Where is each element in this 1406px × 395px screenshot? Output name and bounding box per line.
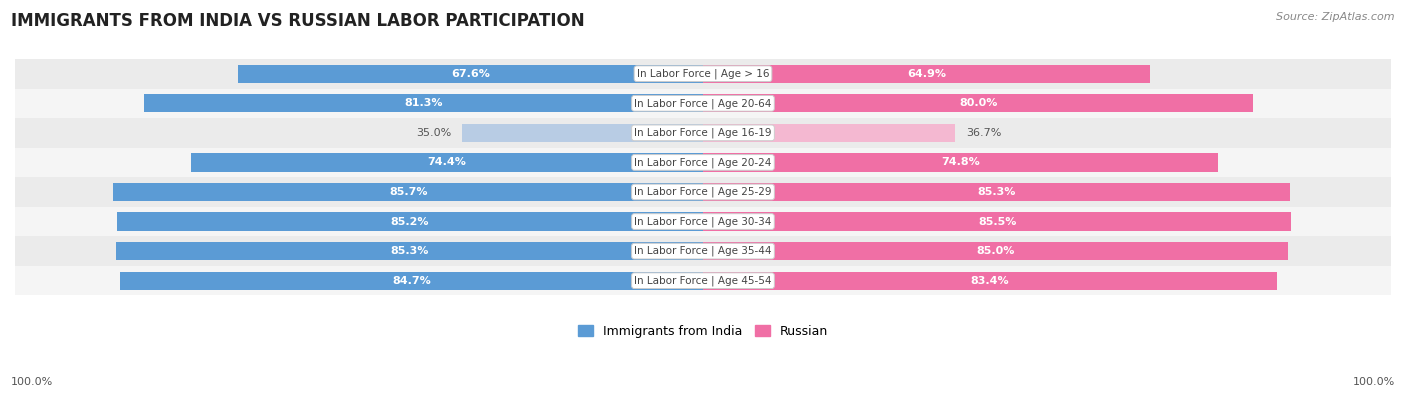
Bar [463,124,703,142]
Bar [143,94,703,113]
Bar [0,88,1406,118]
Text: 74.4%: 74.4% [427,158,467,167]
Bar [114,183,703,201]
Bar [703,213,1291,231]
Text: 64.9%: 64.9% [907,69,946,79]
Text: In Labor Force | Age 16-19: In Labor Force | Age 16-19 [634,128,772,138]
Text: In Labor Force | Age 25-29: In Labor Force | Age 25-29 [634,187,772,197]
Text: IMMIGRANTS FROM INDIA VS RUSSIAN LABOR PARTICIPATION: IMMIGRANTS FROM INDIA VS RUSSIAN LABOR P… [11,12,585,30]
Text: In Labor Force | Age 45-54: In Labor Force | Age 45-54 [634,275,772,286]
Text: 100.0%: 100.0% [11,377,53,387]
Text: 85.7%: 85.7% [389,187,427,197]
Bar [238,64,703,83]
Bar [703,183,1289,201]
Text: In Labor Force | Age 20-64: In Labor Force | Age 20-64 [634,98,772,109]
Text: 85.2%: 85.2% [391,216,429,227]
Bar [0,148,1406,177]
Text: In Labor Force | Age 20-24: In Labor Force | Age 20-24 [634,157,772,167]
Text: 74.8%: 74.8% [941,158,980,167]
Text: In Labor Force | Age > 16: In Labor Force | Age > 16 [637,68,769,79]
Text: 81.3%: 81.3% [404,98,443,108]
Bar [703,271,1277,290]
Text: In Labor Force | Age 35-44: In Labor Force | Age 35-44 [634,246,772,256]
Bar [117,213,703,231]
Text: 85.3%: 85.3% [977,187,1015,197]
Bar [0,207,1406,236]
Bar [191,153,703,171]
Bar [0,266,1406,295]
Text: 83.4%: 83.4% [970,276,1010,286]
Text: In Labor Force | Age 30-34: In Labor Force | Age 30-34 [634,216,772,227]
Bar [703,124,956,142]
Bar [0,118,1406,148]
Bar [117,242,703,260]
Bar [0,177,1406,207]
Text: 80.0%: 80.0% [959,98,997,108]
Bar [703,94,1253,113]
Bar [121,271,703,290]
Text: 85.0%: 85.0% [976,246,1015,256]
Text: 35.0%: 35.0% [416,128,451,138]
Text: 100.0%: 100.0% [1353,377,1395,387]
Text: Source: ZipAtlas.com: Source: ZipAtlas.com [1277,12,1395,22]
Legend: Immigrants from India, Russian: Immigrants from India, Russian [578,325,828,338]
Bar [0,59,1406,88]
Bar [703,64,1150,83]
Bar [703,153,1218,171]
Text: 84.7%: 84.7% [392,276,432,286]
Text: 36.7%: 36.7% [966,128,1001,138]
Bar [0,236,1406,266]
Text: 67.6%: 67.6% [451,69,489,79]
Bar [703,242,1288,260]
Text: 85.3%: 85.3% [391,246,429,256]
Text: 85.5%: 85.5% [979,216,1017,227]
